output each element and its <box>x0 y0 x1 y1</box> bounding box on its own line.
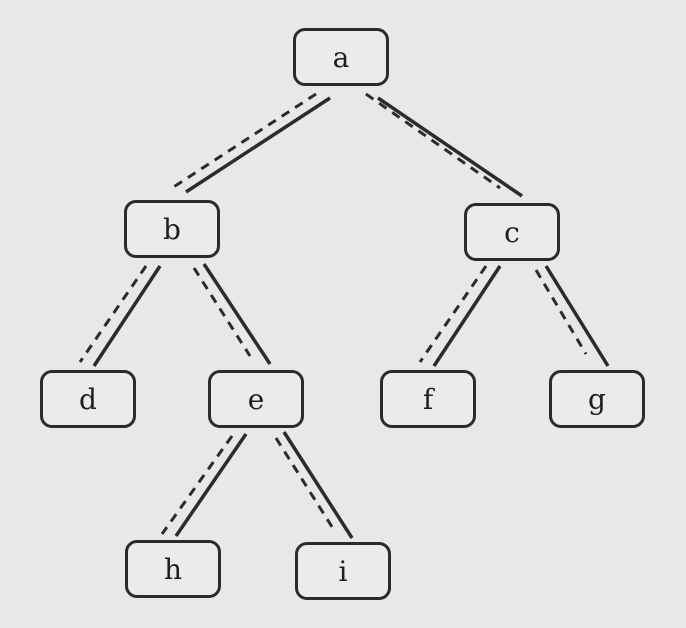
tree-node-i: i <box>295 542 391 600</box>
tree-node-b: b <box>124 200 220 258</box>
tree-node-e: e <box>208 370 304 428</box>
edge-e-h <box>160 433 248 537</box>
edge-c-g <box>534 265 610 367</box>
tree-node-c: c <box>464 203 560 261</box>
tree-node-h: h <box>125 540 221 598</box>
tree-node-d: d <box>40 370 136 428</box>
edge-a-b <box>171 92 331 194</box>
node-label-d: d <box>79 382 97 416</box>
edge-e-i <box>274 431 354 539</box>
edge-c-f <box>418 265 502 367</box>
node-label-c: c <box>504 215 520 249</box>
node-label-i: i <box>338 554 348 588</box>
node-label-b: b <box>163 212 181 246</box>
edge-a-c <box>365 92 523 198</box>
node-label-e: e <box>247 382 265 416</box>
tree-node-a: a <box>293 28 389 86</box>
node-label-g: g <box>588 382 606 416</box>
tree-node-g: g <box>549 370 645 428</box>
tree-node-f: f <box>380 370 476 428</box>
edge-b-e <box>192 263 272 365</box>
node-label-h: h <box>163 552 183 586</box>
node-label-f: f <box>422 382 434 416</box>
edge-b-d <box>78 265 162 367</box>
node-label-a: a <box>332 40 350 74</box>
